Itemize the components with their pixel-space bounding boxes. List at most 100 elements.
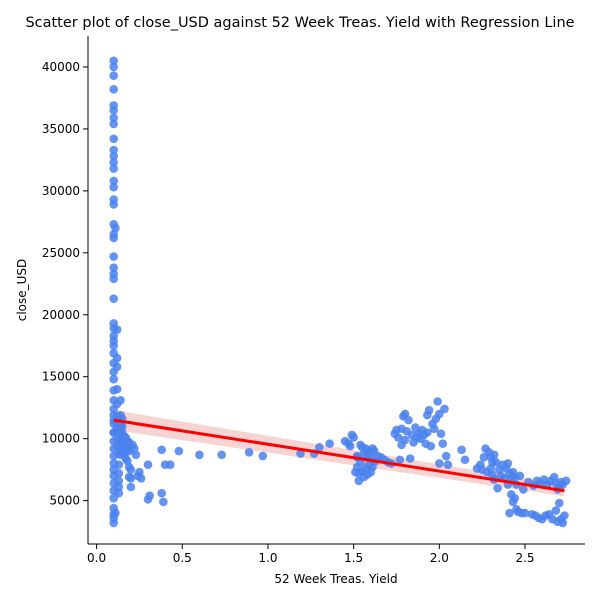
data-point xyxy=(109,158,119,167)
y-tick-label: 10000 xyxy=(42,432,80,446)
regression-line xyxy=(113,418,565,493)
data-point xyxy=(109,182,119,192)
x-tick-label: 1.0 xyxy=(258,551,277,565)
data-point xyxy=(195,450,204,460)
data-point xyxy=(136,474,146,483)
data-point xyxy=(433,397,442,406)
data-point xyxy=(111,223,120,233)
data-point xyxy=(443,460,453,470)
y-tick-label: 5000 xyxy=(49,494,80,508)
data-point xyxy=(395,455,405,465)
data-point xyxy=(109,294,119,303)
data-point xyxy=(460,455,470,465)
data-point xyxy=(515,471,525,481)
data-point xyxy=(520,508,530,518)
x-tick-label: 1.5 xyxy=(344,551,363,565)
data-point xyxy=(400,435,410,445)
data-point xyxy=(117,421,127,431)
data-point xyxy=(554,498,564,508)
data-point xyxy=(429,424,439,434)
data-point xyxy=(489,450,499,460)
data-point xyxy=(112,353,122,363)
confidence-band xyxy=(113,410,565,497)
data-point xyxy=(109,119,119,129)
data-point xyxy=(561,476,571,486)
axes-layer: 0.0 0.5 1.0 1.5 2.0 2.5 5000 10000 15000 20000 250… xyxy=(42,36,585,565)
data-point xyxy=(114,482,124,492)
data-point xyxy=(109,145,119,155)
data-point xyxy=(423,428,432,437)
data-point xyxy=(112,362,122,372)
data-point xyxy=(493,483,502,493)
data-point xyxy=(157,488,166,498)
data-point xyxy=(159,497,168,507)
y-tick-label: 25000 xyxy=(42,246,80,260)
data-point xyxy=(244,448,254,457)
y-tick-label: 35000 xyxy=(42,122,80,136)
data-point xyxy=(510,493,520,503)
data-point xyxy=(109,233,119,243)
data-point xyxy=(112,325,122,334)
data-point xyxy=(126,474,136,483)
data-point xyxy=(393,433,403,442)
data-point xyxy=(114,460,124,470)
data-point xyxy=(131,450,141,460)
data-point xyxy=(109,113,119,123)
data-point xyxy=(109,62,119,72)
data-point xyxy=(109,374,119,384)
data-point xyxy=(145,491,154,500)
points-layer xyxy=(109,56,571,528)
data-point xyxy=(503,459,513,468)
data-point xyxy=(109,71,119,80)
data-point xyxy=(157,445,166,455)
data-point xyxy=(519,485,528,494)
confidence-band-layer xyxy=(113,410,565,497)
data-point xyxy=(457,445,466,455)
data-point xyxy=(435,459,444,468)
data-point xyxy=(109,176,119,186)
data-point xyxy=(109,341,119,351)
data-point xyxy=(126,482,136,492)
data-point xyxy=(441,451,451,461)
y-tick-label: 20000 xyxy=(42,308,80,322)
data-point xyxy=(174,446,184,456)
data-point xyxy=(404,415,413,425)
data-point xyxy=(560,511,569,520)
data-point xyxy=(296,449,305,458)
data-point xyxy=(109,252,119,261)
data-point xyxy=(126,465,136,474)
x-tick-label: 0.0 xyxy=(87,551,106,565)
data-point xyxy=(109,200,119,209)
data-point xyxy=(405,454,415,463)
data-point xyxy=(109,164,119,173)
y-tick-label: 15000 xyxy=(42,370,80,384)
data-point xyxy=(109,263,119,272)
x-tick-label: 2.5 xyxy=(515,551,534,565)
data-point xyxy=(436,429,446,439)
data-point xyxy=(109,274,119,284)
data-point xyxy=(426,441,436,451)
x-tick-label: 0.5 xyxy=(173,551,192,565)
x-axis-label: 52 Week Treas. Yield xyxy=(274,572,397,586)
data-point xyxy=(345,441,355,451)
data-point xyxy=(109,106,119,115)
data-point xyxy=(258,451,268,461)
data-point xyxy=(491,457,501,467)
x-tick-label: 2.0 xyxy=(430,551,449,565)
data-point xyxy=(438,439,448,448)
regression-line-layer xyxy=(113,418,565,493)
data-point xyxy=(111,508,120,518)
data-point xyxy=(440,404,449,414)
data-point xyxy=(109,134,119,144)
data-point xyxy=(109,56,119,66)
data-point xyxy=(551,506,561,515)
data-point xyxy=(325,439,334,448)
data-point xyxy=(112,384,122,394)
data-point xyxy=(558,518,568,528)
data-point xyxy=(114,469,124,478)
data-point xyxy=(217,450,226,460)
data-point xyxy=(109,84,119,94)
data-point xyxy=(109,151,119,161)
data-point xyxy=(109,518,119,528)
